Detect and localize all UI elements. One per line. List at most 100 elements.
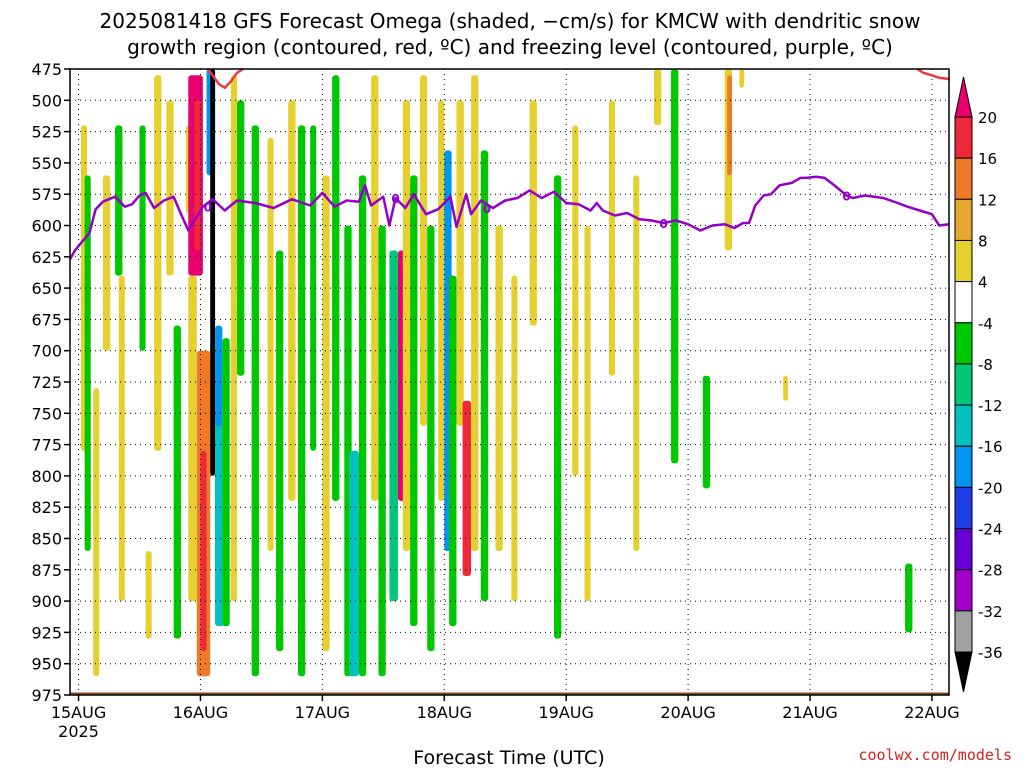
omega-streak-21 <box>222 338 230 627</box>
omega-streak-40 <box>410 175 418 627</box>
freezing-level-label-0: 0 <box>204 201 212 215</box>
colorbar-label-13: -36 <box>978 644 1003 662</box>
freezing-level-label-2: 0 <box>483 202 491 216</box>
omega-streak-42 <box>427 225 435 652</box>
omega-streak-56 <box>608 100 615 376</box>
omega-streak-55 <box>584 225 591 602</box>
omega-streak-37 <box>389 250 398 602</box>
colorbar-top-arrow <box>954 76 973 118</box>
omega-streak-1 <box>84 175 91 552</box>
freezing-level-label-3: 0 <box>660 217 668 231</box>
omega-streak-25 <box>267 137 274 552</box>
y-tick-label-975: 975 <box>31 686 62 705</box>
y-tick-label-625: 625 <box>31 248 62 267</box>
site-credit: coolwx.com/models <box>858 746 1012 764</box>
contours: 0 0 0 0 0 <box>68 67 950 260</box>
freezing-level-label-1: 0 <box>391 192 399 206</box>
y-tick-label-600: 600 <box>31 217 62 236</box>
omega-streak-54 <box>572 125 579 476</box>
x-tick-label-21: 21AUG <box>782 703 837 722</box>
omega-streak-24 <box>251 125 259 677</box>
omega-streak-52 <box>529 100 537 326</box>
omega-streak-63 <box>739 69 745 88</box>
omega-streak-57 <box>633 175 640 552</box>
colorbar-swatch-1 <box>954 157 973 200</box>
omega-streak-26 <box>276 250 284 652</box>
colorbar-label-6: -8 <box>978 356 993 374</box>
omega-streak-64 <box>783 375 789 401</box>
colorbar: 20 16 12 8 4 -4 -8 -12 -16 -20 -24 -28 -32 -36 <box>954 76 1003 693</box>
colorbar-swatch-7 <box>954 404 973 447</box>
snow-growth-contour-1 <box>916 67 950 81</box>
omega-streak-36 <box>378 225 386 677</box>
colorbar-swatch-2 <box>954 198 973 241</box>
omega-streak-9 <box>166 100 174 276</box>
colorbar-bottom-arrow <box>954 651 973 693</box>
omega-streak-65 <box>905 563 913 633</box>
omega-streak-51 <box>511 275 518 602</box>
x-tick-label-16: 16AUG <box>173 703 228 722</box>
y-tick-label-925: 925 <box>31 623 62 642</box>
colorbar-label-0: 20 <box>978 109 997 127</box>
colorbar-swatch-4 <box>954 281 973 324</box>
omega-streak-13 <box>194 100 201 251</box>
omega-streak-34 <box>358 175 367 677</box>
omega-streak-10 <box>173 325 181 639</box>
chart-title-line-2: growth region (contoured, red, ºC) and f… <box>127 35 893 59</box>
omega-streak-28 <box>297 125 306 677</box>
colorbar-label-11: -28 <box>978 562 1003 580</box>
axes: 475 500 525 550 575 600 625 650 675 700 725 750 775 8… <box>31 60 959 741</box>
y-tick-label-875: 875 <box>31 561 62 580</box>
omega-streak-58 <box>653 69 662 126</box>
colorbar-swatch-3 <box>954 239 973 283</box>
colorbar-label-10: -24 <box>978 521 1003 539</box>
y-tick-label-750: 750 <box>31 404 62 423</box>
omega-streak-59 <box>671 69 679 464</box>
colorbar-swatch-6 <box>954 363 973 406</box>
y-tick-label-700: 700 <box>31 342 62 361</box>
freezing-level-label-4: 0 <box>842 189 850 203</box>
omega-streak-39 <box>402 100 411 552</box>
omega-shading <box>80 69 913 677</box>
y-tick-label-900: 900 <box>31 592 62 611</box>
y-tick-label-725: 725 <box>31 373 62 392</box>
colorbar-label-8: -16 <box>978 438 1003 456</box>
y-tick-label-675: 675 <box>31 310 62 329</box>
y-tick-label-475: 475 <box>31 60 62 79</box>
x-tick-label-19: 19AUG <box>538 703 593 722</box>
omega-streak-35 <box>371 75 379 501</box>
omega-streak-16 <box>200 450 207 652</box>
freezing-level-line <box>68 175 950 260</box>
terrain-fill <box>70 692 949 695</box>
omega-streak-62 <box>727 75 732 176</box>
terrain-strip <box>70 692 949 695</box>
colorbar-swatch-10 <box>954 528 973 571</box>
colorbar-label-9: -20 <box>978 479 1003 497</box>
omega-streak-20 <box>215 425 225 627</box>
omega-streak-30 <box>322 175 330 652</box>
y-tick-label-575: 575 <box>31 185 62 204</box>
y-tick-label-550: 550 <box>31 154 62 173</box>
colorbar-label-1: 16 <box>978 150 997 168</box>
colorbar-label-7: -12 <box>978 397 1003 415</box>
colorbar-label-4: 4 <box>978 274 988 292</box>
omega-streak-45 <box>449 275 457 627</box>
x-year-label: 2025 <box>58 722 99 741</box>
colorbar-swatch-9 <box>954 486 973 530</box>
y-tick-label-800: 800 <box>31 467 62 486</box>
y-tick-label-650: 650 <box>31 279 62 298</box>
omega-streak-29 <box>310 125 317 451</box>
colorbar-swatch-5 <box>954 322 973 365</box>
omega-streak-60 <box>702 375 711 489</box>
omega-streak-8 <box>154 75 162 451</box>
y-tick-label-775: 775 <box>31 436 62 455</box>
omega-streak-27 <box>288 100 296 501</box>
omega-streak-14 <box>188 275 197 602</box>
chart-title-line-1: 2025081418 GFS Forecast Omega (shaded, −… <box>100 9 921 33</box>
colorbar-swatch-0 <box>954 116 973 159</box>
colorbar-label-5: -4 <box>978 315 993 333</box>
y-tick-label-500: 500 <box>31 91 62 110</box>
omega-streak-5 <box>118 275 125 602</box>
omega-streak-49 <box>480 150 489 602</box>
